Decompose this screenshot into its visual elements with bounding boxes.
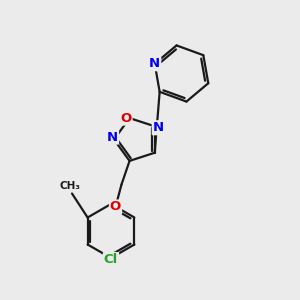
Text: N: N bbox=[153, 121, 164, 134]
Text: CH₃: CH₃ bbox=[60, 181, 81, 191]
Text: Cl: Cl bbox=[104, 253, 118, 266]
Text: O: O bbox=[110, 200, 121, 214]
Text: N: N bbox=[107, 130, 118, 144]
Text: N: N bbox=[149, 57, 160, 70]
Text: O: O bbox=[120, 112, 132, 124]
